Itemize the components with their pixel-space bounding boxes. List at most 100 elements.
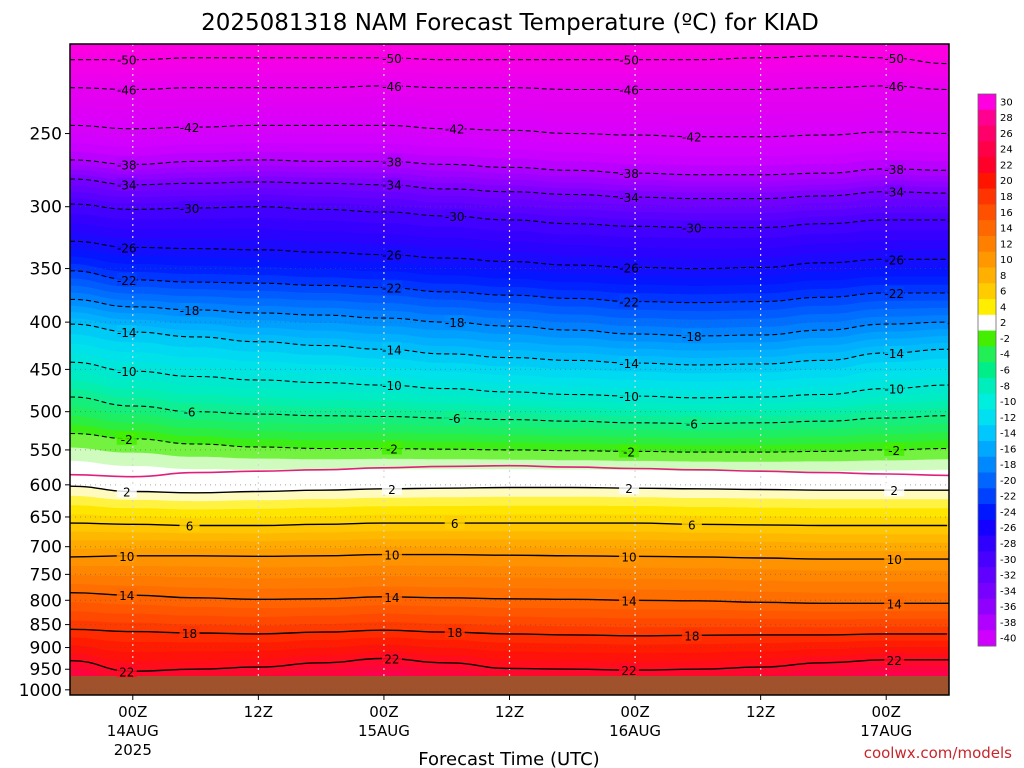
colorbar-swatch bbox=[978, 377, 996, 395]
isotherm-label: 18 bbox=[447, 626, 462, 640]
isotherm-label-bg bbox=[444, 625, 465, 639]
y-tick-label: 600 bbox=[30, 476, 62, 496]
isotherm-line bbox=[70, 159, 949, 176]
isotherm-label-bg bbox=[381, 342, 402, 356]
isotherm-label-bg bbox=[444, 315, 465, 329]
y-tick-label: 250 bbox=[30, 125, 62, 145]
isotherm-label: 6 bbox=[186, 520, 194, 534]
isotherm-label: -22 bbox=[884, 287, 904, 301]
isotherm-line bbox=[70, 203, 949, 229]
colorbar-label: 20 bbox=[1000, 176, 1013, 187]
isotherm-label-bg bbox=[619, 260, 640, 274]
isotherm-label: -6 bbox=[449, 412, 461, 426]
colorbar-label: 2 bbox=[1000, 318, 1006, 329]
isotherm-line bbox=[70, 592, 949, 604]
isotherm-label-bg bbox=[179, 518, 200, 532]
colorbar-label: -14 bbox=[1000, 429, 1016, 440]
isotherm-line bbox=[70, 240, 949, 270]
isotherm-label: -26 bbox=[117, 241, 137, 255]
isotherm-label-bg bbox=[444, 411, 465, 425]
colorbar-label: 8 bbox=[1000, 271, 1006, 282]
isotherm-label: -14 bbox=[117, 326, 137, 340]
colorbar-swatch bbox=[978, 314, 996, 332]
colorbar-swatch bbox=[978, 456, 996, 474]
isotherm-label: -46 bbox=[884, 80, 904, 94]
isotherm-label-bg bbox=[381, 280, 402, 294]
isotherm-contours: -50 -50 -50 -50 -46 -46 -46 -46 -42 -42 -42 -42 -38 -… bbox=[70, 50, 964, 679]
isotherm-label: 22 bbox=[887, 654, 902, 668]
isotherm-label: -42 bbox=[445, 123, 465, 137]
isotherm-label-bg bbox=[947, 126, 949, 140]
isotherm-label-bg bbox=[884, 442, 905, 456]
isotherm-line bbox=[70, 628, 949, 637]
isotherm-label: -2 bbox=[121, 433, 133, 447]
isotherm-label-bg bbox=[116, 431, 137, 445]
isotherm-label: -26 bbox=[382, 249, 402, 263]
isotherm-line bbox=[70, 432, 949, 453]
colorbar-frame bbox=[977, 93, 997, 647]
x-axis-label: Forecast Time (UTC) bbox=[418, 749, 599, 768]
colorbar-swatch bbox=[978, 188, 996, 205]
colorbar-label: -26 bbox=[1000, 523, 1016, 534]
y-tick-label: 450 bbox=[30, 360, 62, 380]
isotherm-label: -46 bbox=[382, 80, 402, 94]
colorbar-label: 22 bbox=[1000, 160, 1013, 171]
isotherm-label: 6 bbox=[688, 518, 696, 532]
isotherm-label-bg bbox=[381, 247, 402, 261]
colorbar-swatch bbox=[978, 409, 996, 426]
isotherm-label: 18 bbox=[949, 628, 964, 642]
isotherm-label: -38 bbox=[619, 167, 639, 181]
isotherm-label-bg bbox=[619, 190, 640, 204]
colorbar-label: -10 bbox=[1000, 397, 1016, 408]
isotherm-label-bg bbox=[179, 120, 200, 134]
colorbar-label: -6 bbox=[1000, 366, 1010, 377]
isotherm-label: -38 bbox=[382, 155, 402, 169]
isotherm-label: -18 bbox=[180, 304, 200, 318]
y-tick-label: 300 bbox=[30, 198, 62, 218]
isotherm-label-bg bbox=[116, 82, 137, 96]
colorbar-label: 4 bbox=[1000, 302, 1006, 313]
colorbar-swatch bbox=[978, 567, 996, 584]
colorbar-label: -32 bbox=[1000, 571, 1016, 582]
colorbar-swatch bbox=[978, 630, 996, 647]
isotherm-label-bg bbox=[116, 484, 137, 498]
x-tick-date: 16AUG bbox=[609, 722, 661, 740]
isotherm-label: -34 bbox=[884, 186, 904, 200]
y-tick-label: 350 bbox=[30, 260, 62, 280]
isotherm-label-bg bbox=[116, 548, 137, 562]
isotherm-label-bg bbox=[116, 588, 137, 602]
isotherm-label: -42 bbox=[682, 131, 702, 145]
isotherm-label-bg bbox=[619, 356, 640, 370]
isotherm-label: -2 bbox=[888, 444, 900, 458]
y-tick-label: 550 bbox=[30, 441, 62, 461]
isotherm-line bbox=[70, 178, 949, 200]
isotherm-label: 2 bbox=[123, 485, 131, 499]
colorbar-label: 26 bbox=[1000, 129, 1013, 140]
y-tick-label: 700 bbox=[30, 538, 62, 558]
isotherm-label: 14 bbox=[119, 589, 134, 603]
isotherm-label-bg bbox=[619, 549, 640, 563]
isotherm-label-bg bbox=[179, 626, 200, 640]
colorbar-label: -8 bbox=[1000, 381, 1010, 392]
colorbar-swatch bbox=[978, 362, 996, 379]
colorbar-swatch bbox=[978, 535, 996, 552]
colorbar-label: -24 bbox=[1000, 507, 1016, 518]
isotherm-label-bg bbox=[619, 444, 640, 458]
isotherm-label-bg bbox=[381, 378, 402, 392]
colorbar-label: 24 bbox=[1000, 145, 1013, 156]
isotherm-label-bg bbox=[947, 212, 949, 226]
colorbar-label: -34 bbox=[1000, 586, 1016, 597]
colorbar-swatch bbox=[978, 504, 996, 521]
y-tick-label: 800 bbox=[30, 591, 62, 611]
isotherm-label: -34 bbox=[619, 191, 639, 205]
isotherm-label-bg bbox=[884, 161, 905, 175]
isotherm-label-bg bbox=[884, 652, 905, 666]
isotherm-line bbox=[70, 55, 949, 65]
x-tick-label: 00Z bbox=[872, 703, 901, 721]
colorbar-label: -16 bbox=[1000, 444, 1016, 455]
colorbar-label: 12 bbox=[1000, 239, 1013, 250]
isotherm-label: -50 bbox=[619, 54, 639, 68]
colorbar-swatch bbox=[978, 283, 996, 300]
isotherm-label-bg bbox=[116, 177, 137, 191]
